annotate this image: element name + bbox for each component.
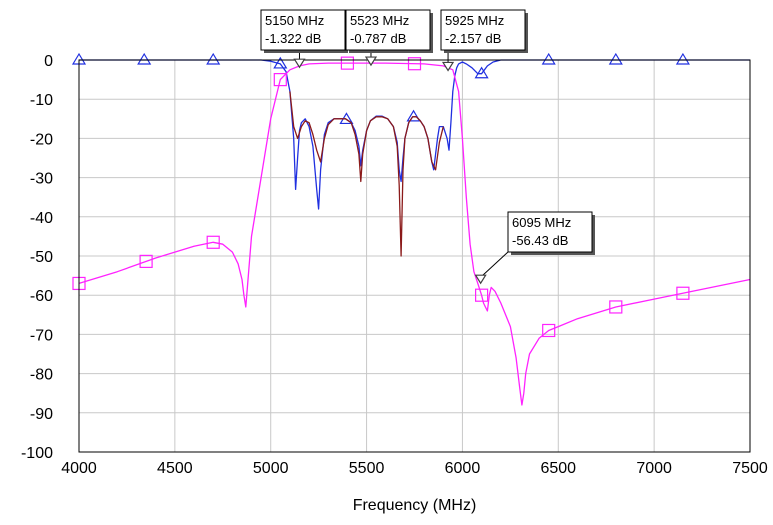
x-tick-label: 4000 bbox=[61, 460, 97, 477]
annotation-frequency: 5150 MHz bbox=[265, 13, 324, 28]
y-tick-label: -40 bbox=[30, 210, 53, 227]
y-tick-label: -30 bbox=[30, 171, 53, 188]
y-tick-label: -10 bbox=[30, 92, 53, 109]
series-marker-square bbox=[676, 286, 690, 300]
annotation-marker bbox=[364, 56, 378, 67]
y-tick-label: -50 bbox=[30, 249, 53, 266]
annotation-frequency: 6095 MHz bbox=[512, 215, 571, 230]
series-marker-triangle bbox=[406, 109, 421, 122]
series-marker-triangle bbox=[608, 52, 623, 65]
annotation-marker bbox=[441, 61, 455, 72]
x-tick-label: 7000 bbox=[636, 460, 672, 477]
x-tick-label: 4500 bbox=[157, 460, 193, 477]
y-tick-label: -90 bbox=[30, 406, 53, 423]
y-tick-label: -100 bbox=[21, 445, 53, 462]
marker-annotations: 5150 MHz -1.322 dB 5523 MHz -0.787 dB 5925 M… bbox=[260, 9, 595, 285]
series-marker-square bbox=[542, 323, 556, 338]
annotation-frequency: 5523 MHz bbox=[350, 13, 409, 28]
x-tick-label: 6000 bbox=[445, 460, 481, 477]
annotation-frequency: 5925 MHz bbox=[445, 13, 504, 28]
annotation-level: -2.157 dB bbox=[445, 31, 501, 46]
gridlines bbox=[78, 59, 751, 453]
series-marker-triangle bbox=[273, 56, 288, 69]
series-marker-triangle bbox=[206, 52, 221, 65]
marker-annotation: 5925 MHz -2.157 dB bbox=[440, 9, 528, 72]
series-layer bbox=[71, 52, 751, 406]
annotation-box bbox=[345, 9, 431, 51]
series-marker-triangle bbox=[137, 52, 152, 65]
annotation-marker bbox=[293, 58, 306, 69]
x-tick-label: 5500 bbox=[349, 460, 385, 477]
tick-labels: 4000 4500 5000 5500 6000 6500 7000 7500 0 -10 -20 -… bbox=[21, 53, 768, 477]
series-marker-triangle bbox=[541, 52, 556, 65]
y-tick-label: -60 bbox=[30, 288, 53, 305]
series-marker-square bbox=[139, 254, 153, 268]
series-marker-triangle bbox=[675, 52, 690, 65]
plot-frame bbox=[78, 59, 751, 453]
annotation-box bbox=[507, 211, 593, 253]
marker-annotation: 5523 MHz -0.787 dB bbox=[345, 9, 433, 67]
annotation-box bbox=[440, 9, 526, 51]
series-marker-triangle bbox=[474, 66, 489, 79]
series-marker-square bbox=[609, 300, 623, 314]
annotation-box bbox=[260, 9, 346, 51]
annotation-level: -0.787 dB bbox=[350, 31, 406, 46]
y-tick-label: 0 bbox=[44, 53, 53, 70]
x-tick-label: 5000 bbox=[253, 460, 289, 477]
x-tick-label: 6500 bbox=[540, 460, 576, 477]
series-line-2 bbox=[289, 91, 444, 257]
y-tick-label: -20 bbox=[30, 131, 53, 148]
series-marker-square bbox=[273, 72, 287, 87]
series-marker-square bbox=[206, 235, 220, 249]
annotation-level: -1.322 dB bbox=[265, 31, 321, 46]
x-tick-label: 7500 bbox=[732, 460, 768, 477]
series-line-3 bbox=[78, 62, 751, 406]
annotation-level: -56.43 dB bbox=[512, 233, 568, 248]
marker-annotation: 5150 MHz -1.322 dB bbox=[260, 9, 348, 69]
series-marker-square bbox=[407, 57, 422, 71]
x-axis-label: Frequency (MHz) bbox=[353, 497, 477, 514]
series-marker-square bbox=[340, 56, 354, 70]
annotation-marker bbox=[474, 274, 487, 285]
marker-annotation: 6095 MHz -56.43 dB bbox=[474, 211, 595, 285]
annotation-leader bbox=[480, 251, 509, 278]
y-tick-label: -70 bbox=[30, 327, 53, 344]
y-tick-label: -80 bbox=[30, 367, 53, 384]
series-marker-square bbox=[475, 288, 489, 302]
